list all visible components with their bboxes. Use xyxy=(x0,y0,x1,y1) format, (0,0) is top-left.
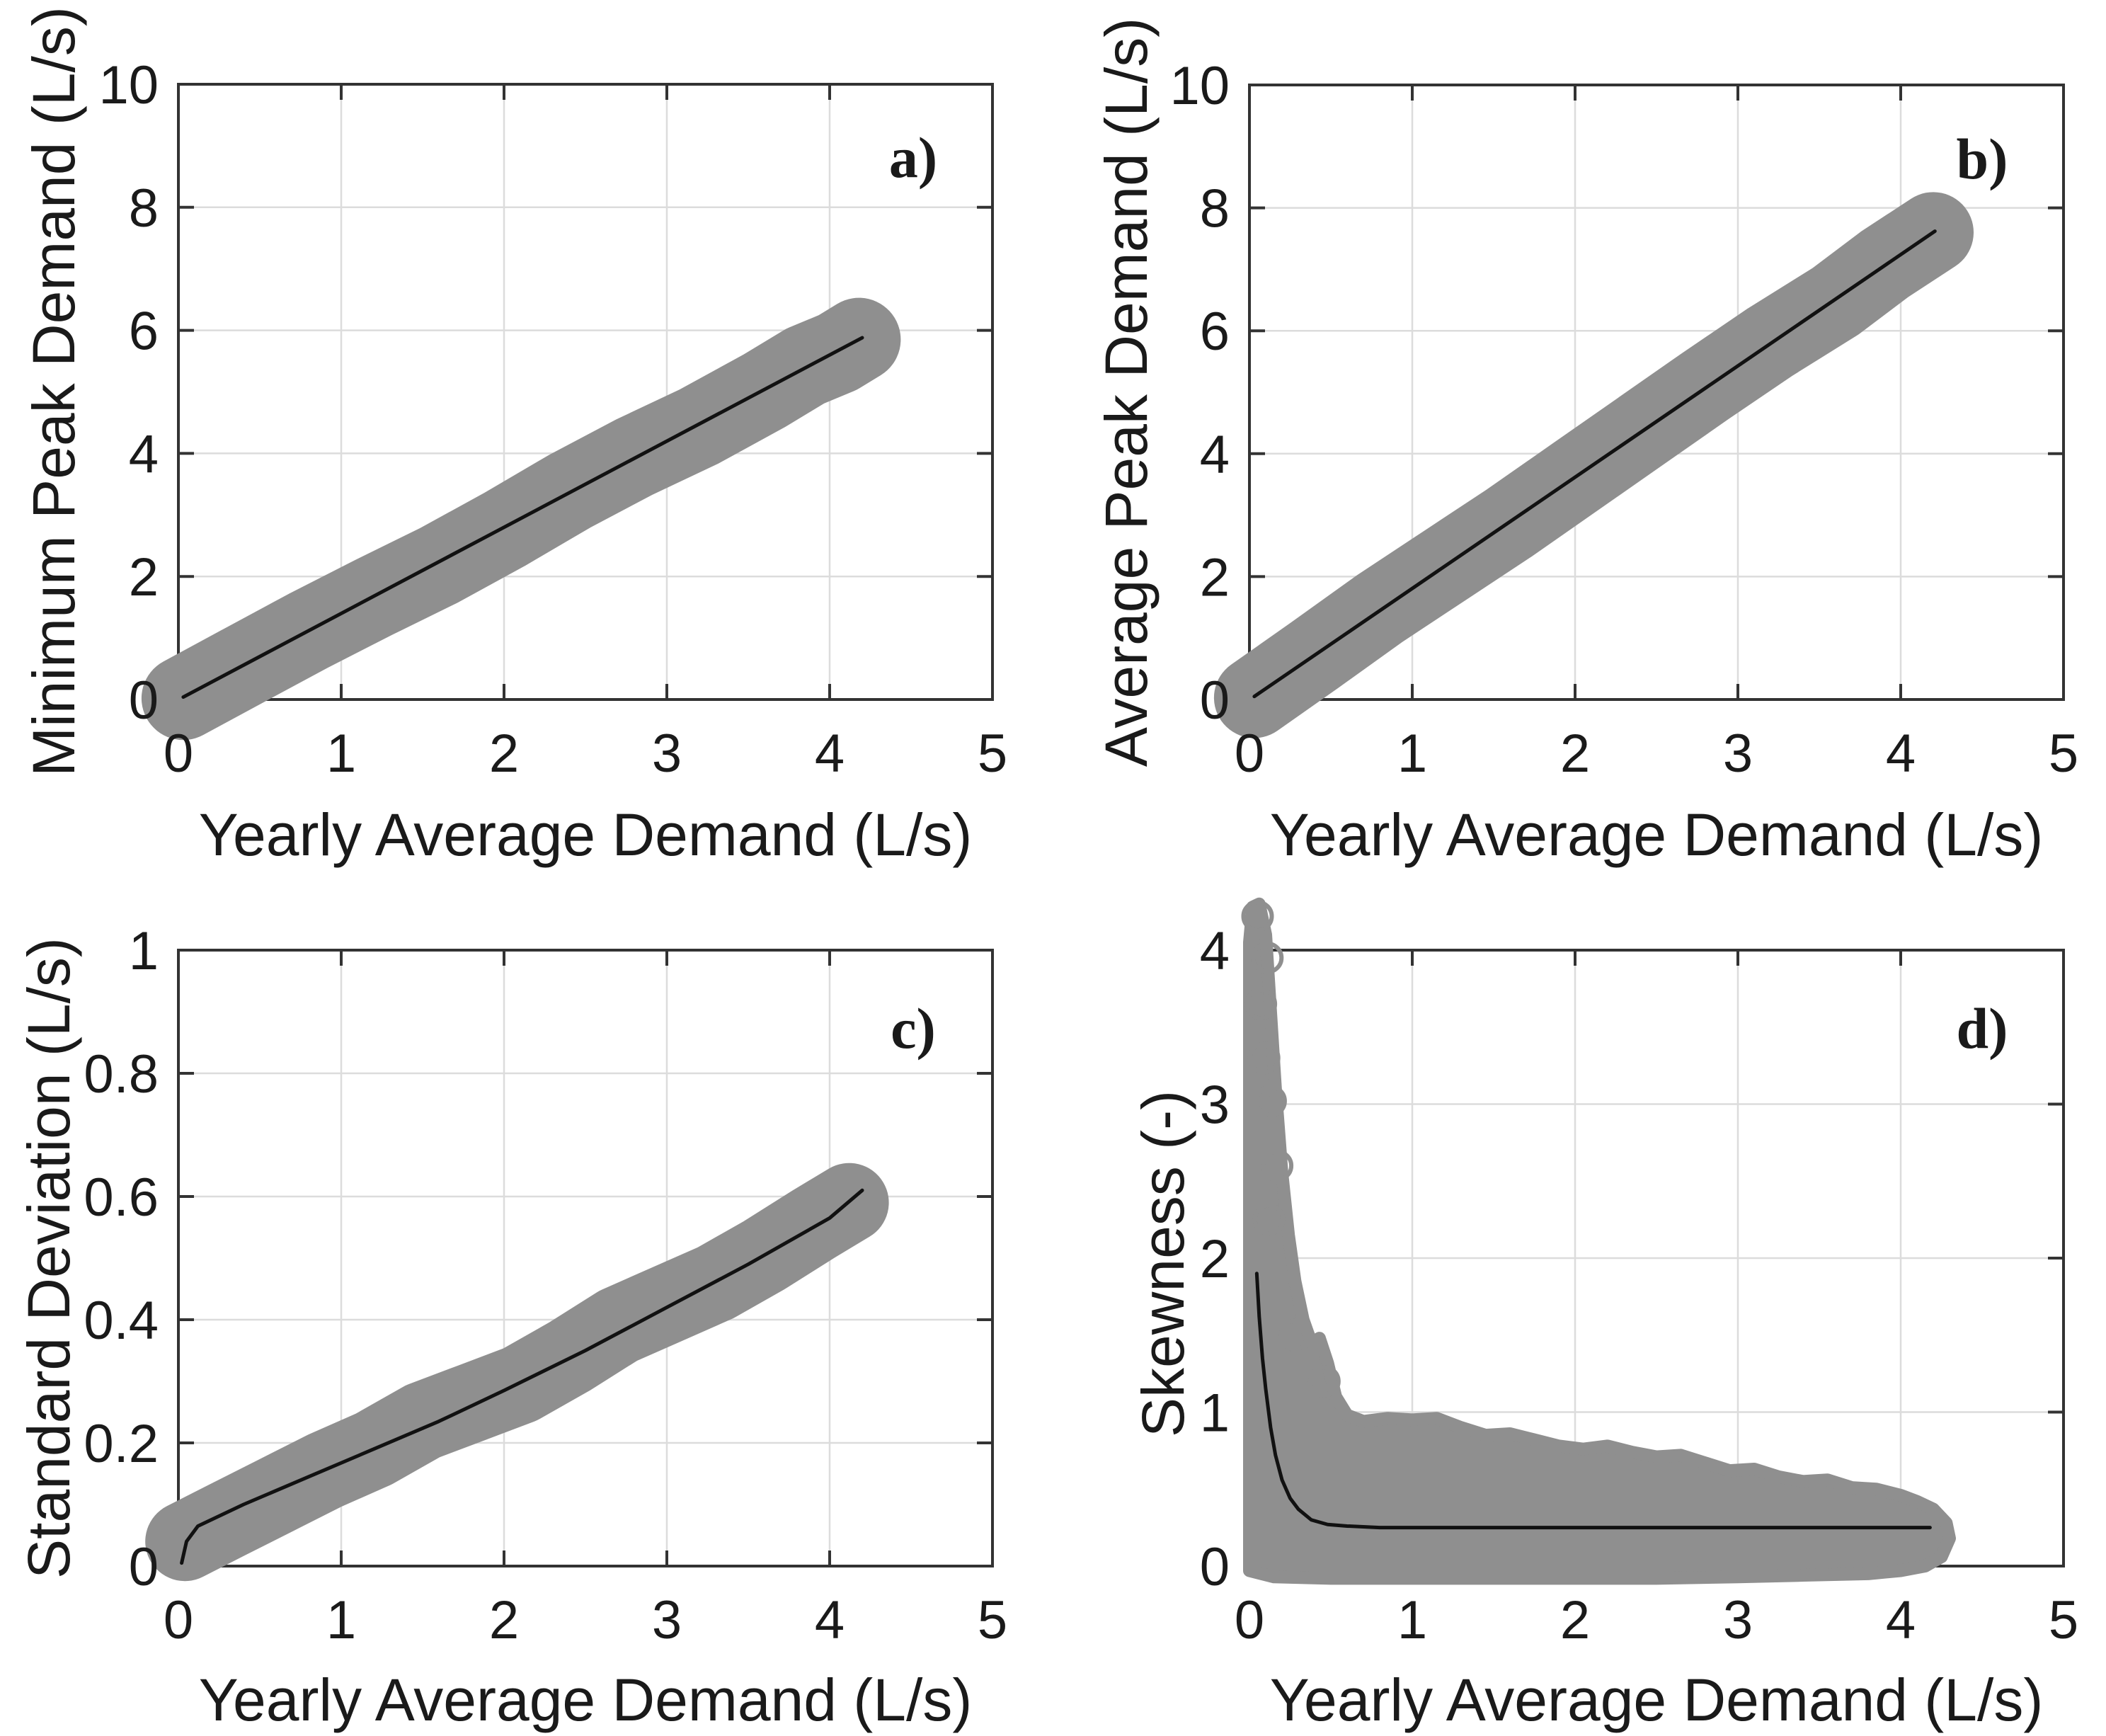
x-tick-label: 4 xyxy=(815,724,845,784)
y-tick-label: 2 xyxy=(1200,1229,1230,1289)
panel-d-ylabel: Skewness (-) xyxy=(1130,1090,1196,1437)
panel-d-dynamic: 0 1 2 3 4 5 0 1 2 3 4 xyxy=(1200,897,2078,1650)
x-tick-label: 5 xyxy=(978,724,1007,784)
y-tick-label: 10 xyxy=(1169,56,1230,116)
panel-c: 0 1 2 3 4 5 0 0.2 0.4 0.6 0.8 1 Yearly Average Dema… xyxy=(16,921,1007,1733)
y-tick-label: 0.4 xyxy=(84,1291,159,1351)
panel-c-letter: c) xyxy=(891,996,936,1061)
panel-c-xlabel: Yearly Average Demand (L/s) xyxy=(199,1667,973,1733)
x-tick-label: 3 xyxy=(652,1590,682,1650)
x-tick-label: 1 xyxy=(326,724,356,784)
y-tick-label: 8 xyxy=(1200,179,1230,239)
x-tick-label: 5 xyxy=(2049,1590,2078,1650)
open-circle-marker xyxy=(1252,1203,1286,1236)
x-tick-label: 1 xyxy=(326,1590,356,1650)
open-circle-marker xyxy=(1278,1318,1312,1352)
panel-a-ylabel: Minimum Peak Demand (L/s) xyxy=(21,6,87,777)
y-tick-label: 4 xyxy=(129,424,159,484)
panel-b-xlabel: Yearly Average Demand (L/s) xyxy=(1270,801,2044,868)
panel-b: 0 1 2 3 4 5 0 2 4 6 8 10 Yearly Average Demand (L/s… xyxy=(1093,18,2078,868)
panel-d-letter: d) xyxy=(1957,996,2008,1061)
x-tick-label: 0 xyxy=(1235,1590,1264,1650)
fit-line xyxy=(1254,1272,1932,1530)
panel-c-dynamic: 0 1 2 3 4 5 0 0.2 0.4 0.6 0.8 1 xyxy=(84,921,1007,1650)
x-tick-label: 5 xyxy=(978,1590,1007,1650)
plot-box xyxy=(1248,84,2065,701)
open-circle-marker xyxy=(1244,988,1278,1021)
open-circle-marker xyxy=(1241,900,1274,933)
y-tick-label: 8 xyxy=(129,178,159,239)
fit-line xyxy=(1252,229,1937,699)
open-circle-marker xyxy=(1307,1365,1341,1398)
y-tick-label: 0.8 xyxy=(84,1044,159,1104)
fit-line xyxy=(181,336,864,699)
y-tick-label: 0.6 xyxy=(84,1167,159,1228)
y-tick-label: 10 xyxy=(98,55,159,115)
fit-line xyxy=(180,1188,864,1565)
panel-b-letter: b) xyxy=(1957,127,2008,191)
x-tick-label: 4 xyxy=(1886,1590,1916,1650)
y-tick-label: 0 xyxy=(129,1537,159,1597)
panel-c-ylabel: Standard Deviation (L/s) xyxy=(16,937,82,1579)
panel-a-dynamic: 0 1 2 3 4 5 0 2 4 6 8 10 xyxy=(98,55,1007,784)
x-tick-label: 4 xyxy=(815,1590,845,1650)
x-tick-label: 2 xyxy=(1560,724,1590,784)
open-circle-marker xyxy=(1247,1041,1281,1075)
x-tick-label: 2 xyxy=(489,1590,519,1650)
y-tick-label: 1 xyxy=(129,921,159,981)
x-tick-label: 3 xyxy=(652,724,682,784)
scatter-cloud-envelope xyxy=(1243,897,1956,1585)
y-tick-label: 4 xyxy=(1200,425,1230,485)
panel-a-letter: a) xyxy=(889,125,937,190)
panel-a: 0 1 2 3 4 5 0 2 4 6 8 10 Yearly Average Demand (L/s… xyxy=(21,6,1007,868)
y-tick-label: 0 xyxy=(129,670,159,731)
panel-b-ylabel: Average Peak Demand (L/s) xyxy=(1093,18,1160,767)
y-tick-label: 2 xyxy=(129,547,159,607)
panel-b-dynamic: 0 1 2 3 4 5 0 2 4 6 8 10 xyxy=(1169,56,2078,784)
y-tick-label: 2 xyxy=(1200,547,1230,607)
scatter-cloud-band xyxy=(145,1163,889,1582)
y-tick-label: 3 xyxy=(1200,1075,1230,1136)
x-tick-label: 2 xyxy=(489,724,519,784)
panel-d-xlabel: Yearly Average Demand (L/s) xyxy=(1270,1667,2044,1733)
x-tick-label: 5 xyxy=(2049,724,2078,784)
plot-box xyxy=(177,949,994,1567)
x-tick-label: 0 xyxy=(1235,724,1264,784)
plot-box xyxy=(177,83,994,701)
y-tick-label: 0 xyxy=(1200,1537,1230,1597)
x-tick-label: 2 xyxy=(1560,1590,1590,1650)
x-tick-label: 0 xyxy=(164,1590,193,1650)
x-tick-label: 1 xyxy=(1397,724,1427,784)
x-tick-label: 1 xyxy=(1397,1590,1427,1650)
open-circle-marker xyxy=(1251,941,1284,974)
y-tick-label: 0.2 xyxy=(84,1414,159,1474)
x-tick-label: 3 xyxy=(1723,724,1753,784)
panel-a-xlabel: Yearly Average Demand (L/s) xyxy=(199,801,973,868)
x-tick-label: 0 xyxy=(164,724,193,784)
open-circle-marker xyxy=(1261,1149,1294,1182)
open-circle-marker xyxy=(1254,1085,1287,1118)
y-tick-label: 6 xyxy=(1200,302,1230,362)
x-tick-label: 3 xyxy=(1723,1590,1753,1650)
y-tick-label: 0 xyxy=(1200,670,1230,731)
y-tick-label: 6 xyxy=(129,302,159,362)
y-tick-label: 4 xyxy=(1200,921,1230,981)
x-tick-label: 4 xyxy=(1886,724,1916,784)
y-tick-label: 1 xyxy=(1200,1383,1230,1444)
